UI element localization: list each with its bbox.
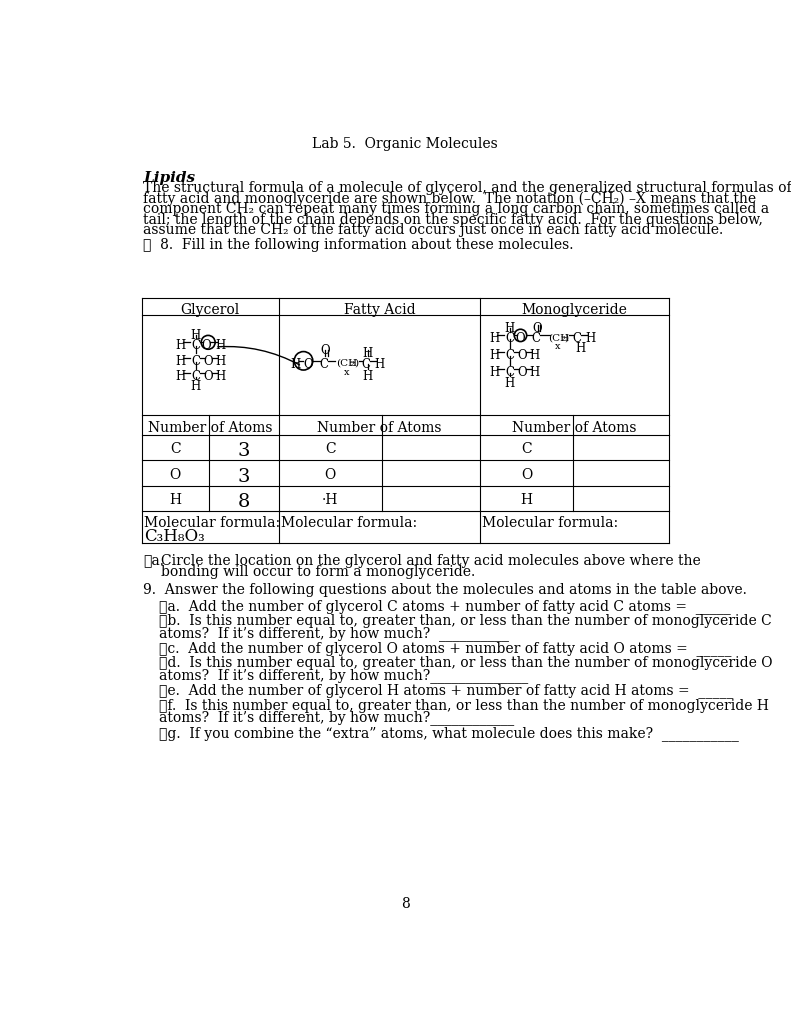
Text: O: O bbox=[517, 367, 527, 379]
Text: Lab 5.  Organic Molecules: Lab 5. Organic Molecules bbox=[312, 137, 498, 151]
Text: tail; the length of the chain depends on the specific fatty acid.  For the quest: tail; the length of the chain depends on… bbox=[143, 213, 763, 226]
Text: Molecular formula:: Molecular formula: bbox=[144, 515, 280, 529]
Text: ✓d.  Is this number equal to, greater than, or less than the number of monoglyce: ✓d. Is this number equal to, greater tha… bbox=[159, 656, 773, 671]
Text: 9.  Answer the following questions about the molecules and atoms in the table ab: 9. Answer the following questions about … bbox=[143, 584, 747, 597]
Text: O: O bbox=[324, 468, 336, 482]
Text: Circle the location on the glycerol and fatty acid molecules above where the: Circle the location on the glycerol and … bbox=[161, 554, 701, 568]
Text: ·H: ·H bbox=[322, 494, 339, 507]
Text: C: C bbox=[319, 357, 328, 371]
Text: 8: 8 bbox=[237, 494, 250, 511]
Text: H: H bbox=[489, 367, 499, 379]
Text: ): ) bbox=[354, 358, 358, 368]
Text: H: H bbox=[363, 347, 373, 360]
Text: C: C bbox=[521, 442, 532, 457]
Text: Number of Atoms: Number of Atoms bbox=[148, 421, 272, 435]
Text: H: H bbox=[363, 370, 373, 383]
Text: O: O bbox=[521, 468, 532, 482]
Text: C: C bbox=[191, 354, 200, 368]
Text: H: H bbox=[175, 370, 185, 383]
Text: H: H bbox=[374, 357, 384, 371]
Text: Molecular formula:: Molecular formula: bbox=[483, 515, 619, 529]
Text: H: H bbox=[529, 367, 539, 379]
Text: H: H bbox=[585, 333, 596, 345]
Text: O: O bbox=[203, 370, 213, 383]
Text: O: O bbox=[303, 357, 313, 371]
Text: Molecular formula:: Molecular formula: bbox=[281, 515, 417, 529]
Text: x: x bbox=[555, 342, 561, 351]
Text: ✓e.  Add the number of glycerol H atoms + number of fatty acid H atoms =  _____: ✓e. Add the number of glycerol H atoms +… bbox=[159, 683, 734, 698]
Text: (CH: (CH bbox=[336, 358, 358, 368]
Text: C: C bbox=[505, 333, 514, 345]
Text: O: O bbox=[517, 349, 527, 362]
Text: H: H bbox=[191, 380, 201, 393]
Text: C: C bbox=[505, 367, 514, 379]
Text: O: O bbox=[169, 468, 181, 482]
Text: O: O bbox=[320, 344, 330, 357]
Text: H: H bbox=[175, 354, 185, 368]
Text: 3: 3 bbox=[237, 468, 250, 485]
Text: ✓a.: ✓a. bbox=[143, 554, 164, 568]
Text: ✓f.  Is this number equal to, greater than, or less than the number of monoglyce: ✓f. Is this number equal to, greater tha… bbox=[159, 698, 769, 713]
Text: H: H bbox=[215, 354, 225, 368]
Text: Glycerol: Glycerol bbox=[180, 303, 240, 317]
Text: 2: 2 bbox=[561, 335, 566, 343]
Text: x: x bbox=[344, 368, 350, 377]
Text: H: H bbox=[175, 339, 185, 352]
Text: 3: 3 bbox=[237, 442, 250, 461]
Text: C: C bbox=[325, 442, 335, 457]
Text: 8: 8 bbox=[400, 897, 410, 910]
Text: H: H bbox=[215, 370, 225, 383]
Text: C: C bbox=[170, 442, 180, 457]
Text: The structural formula of a molecule of glycerol, and the generalized structural: The structural formula of a molecule of … bbox=[143, 181, 791, 196]
Text: H: H bbox=[215, 339, 225, 352]
Text: H: H bbox=[505, 377, 515, 390]
Text: H: H bbox=[290, 357, 301, 371]
Text: atoms?  If it’s different, by how much?  __________: atoms? If it’s different, by how much? _… bbox=[159, 626, 509, 641]
Text: H: H bbox=[169, 494, 181, 507]
Text: ✓g.  If you combine the “extra” atoms, what molecule does this make?  __________: ✓g. If you combine the “extra” atoms, wh… bbox=[159, 726, 740, 740]
Text: H: H bbox=[576, 342, 586, 355]
Text: H: H bbox=[489, 349, 499, 362]
Text: C: C bbox=[573, 333, 581, 345]
Text: C: C bbox=[191, 339, 200, 352]
Text: ): ) bbox=[565, 333, 569, 342]
Text: H: H bbox=[529, 349, 539, 362]
Text: atoms?  If it’s different, by how much?____________: atoms? If it’s different, by how much?__… bbox=[159, 711, 515, 725]
Text: O: O bbox=[516, 333, 525, 345]
Text: C: C bbox=[191, 370, 200, 383]
Text: fatty acid and monoglyceride are shown below.  The notation (–CH₂) –X means that: fatty acid and monoglyceride are shown b… bbox=[143, 191, 756, 206]
Text: C: C bbox=[361, 357, 371, 371]
Text: ✓b.  Is this number equal to, greater than, or less than the number of monoglyce: ✓b. Is this number equal to, greater tha… bbox=[159, 614, 772, 628]
Text: C: C bbox=[505, 349, 514, 362]
Text: O: O bbox=[202, 339, 211, 352]
Text: ✓a.  Add the number of glycerol C atoms + number of fatty acid C atoms =  _____: ✓a. Add the number of glycerol C atoms +… bbox=[159, 599, 731, 613]
Text: H: H bbox=[520, 494, 532, 507]
Text: 2: 2 bbox=[350, 360, 355, 368]
Text: H: H bbox=[489, 333, 499, 345]
Text: Monoglyceride: Monoglyceride bbox=[521, 303, 627, 317]
Text: ✓  8.  Fill in the following information about these molecules.: ✓ 8. Fill in the following information a… bbox=[143, 238, 573, 252]
Text: (CH: (CH bbox=[548, 333, 570, 342]
Text: Number of Atoms: Number of Atoms bbox=[317, 421, 441, 435]
Text: C: C bbox=[532, 333, 540, 345]
Text: H: H bbox=[191, 330, 201, 342]
Text: atoms?  If it’s different, by how much?______________: atoms? If it’s different, by how much?__… bbox=[159, 668, 528, 683]
Text: C₃H₈O₃: C₃H₈O₃ bbox=[144, 528, 205, 545]
Text: bonding will occur to form a monoglyceride.: bonding will occur to form a monoglyceri… bbox=[161, 565, 475, 579]
Text: ✓c.  Add the number of glycerol O atoms + number of fatty acid O atoms =  _____: ✓c. Add the number of glycerol O atoms +… bbox=[159, 641, 732, 656]
Text: assume that the CH₂ of the fatty acid occurs just once in each fatty acid molecu: assume that the CH₂ of the fatty acid oc… bbox=[143, 223, 723, 237]
Text: Fatty Acid: Fatty Acid bbox=[343, 303, 415, 317]
Text: H: H bbox=[505, 322, 515, 335]
Text: O: O bbox=[203, 354, 213, 368]
Text: component CH₂ can repeat many times forming a long carbon chain, sometimes calle: component CH₂ can repeat many times form… bbox=[143, 202, 769, 216]
Text: O: O bbox=[532, 322, 543, 335]
Text: Number of Atoms: Number of Atoms bbox=[512, 421, 637, 435]
Text: Lipids: Lipids bbox=[143, 171, 195, 184]
